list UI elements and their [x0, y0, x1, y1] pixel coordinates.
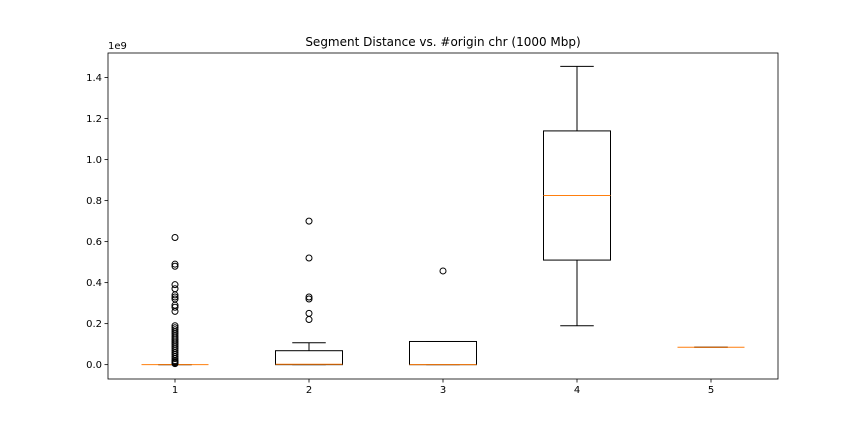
y-tick-label: 0.0	[86, 360, 102, 371]
outlier-point	[305, 293, 313, 301]
outlier-point	[171, 234, 179, 242]
y-offset-label: 1e9	[108, 41, 127, 52]
x-tick-label: 4	[574, 385, 580, 396]
outlier-point	[171, 262, 179, 270]
y-tick-label: 1.4	[86, 73, 102, 84]
x-tick-label: 2	[306, 385, 312, 396]
box-group-2	[275, 217, 343, 366]
y-tick-label: 1.0	[86, 155, 102, 166]
outlier-point	[305, 309, 313, 317]
outlier-point	[171, 281, 179, 289]
outlier-point	[171, 260, 179, 268]
outlier-point	[171, 293, 179, 301]
y-tick-label: 0.4	[86, 278, 102, 289]
y-tick-label: 0.6	[86, 237, 102, 248]
plot-frame	[107, 52, 779, 380]
box-group-3	[409, 267, 477, 366]
y-tick-label: 1.2	[86, 114, 102, 125]
x-tick-label: 1	[172, 385, 178, 396]
y-axis: 0.0 0.2 0.4 0.6 0.8 1.0 1.2 1.4	[86, 73, 108, 371]
plot-area	[108, 53, 778, 379]
box-group-4	[543, 65, 611, 327]
x-axis: 1 2 3 4 5	[172, 379, 714, 396]
outlier-point	[171, 322, 179, 330]
x-tick-label: 3	[440, 385, 446, 396]
box-plots	[141, 65, 745, 368]
outlier-point	[305, 295, 313, 303]
outlier-point	[171, 295, 179, 303]
outlier-point	[439, 267, 447, 275]
x-tick-label: 5	[708, 385, 714, 396]
chart-title: Segment Distance vs. #origin chr (1000 M…	[305, 35, 580, 49]
outlier-point	[171, 285, 179, 293]
outlier-point	[305, 254, 313, 262]
outlier-point	[171, 326, 179, 334]
outlier-point	[171, 324, 179, 332]
outlier-point	[305, 217, 313, 225]
outlier-point	[171, 303, 179, 311]
box-group-1	[141, 234, 209, 368]
y-tick-label: 0.2	[86, 319, 102, 330]
y-tick-label: 0.8	[86, 196, 102, 207]
